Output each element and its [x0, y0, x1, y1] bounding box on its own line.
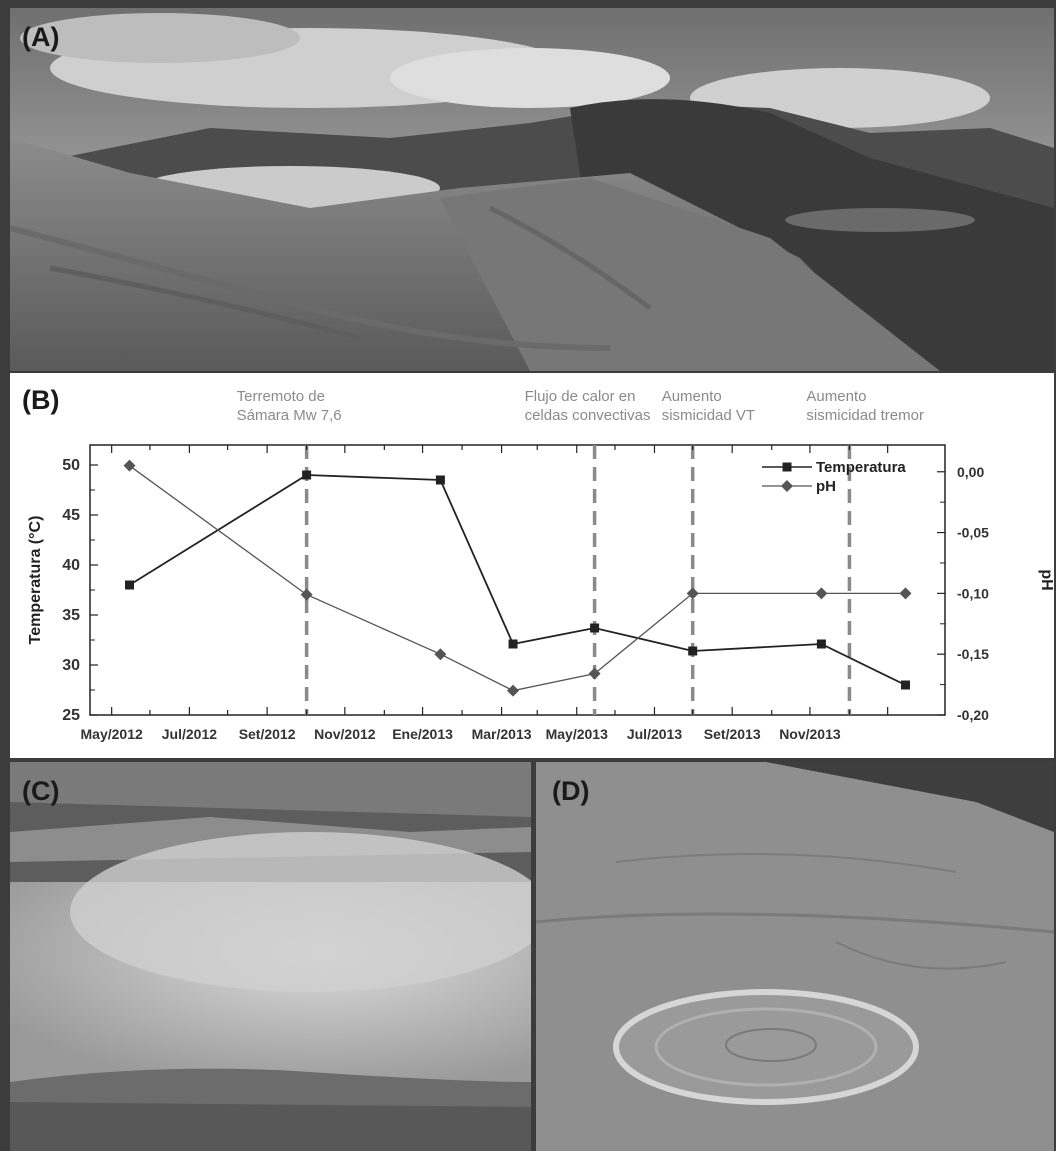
temperature-point [125, 580, 135, 590]
panel-a-label: (A) [22, 22, 60, 52]
temperature-point [302, 470, 312, 480]
legend-ph-label: pH [816, 478, 836, 495]
legend-temperature-marker [782, 462, 792, 472]
lake-surface-photo [536, 762, 1054, 1151]
x-tick-label: Nov/2012 [314, 726, 376, 742]
chart-panel: (B) Terremoto de Sámara Mw 7,6 Flujo de ca… [10, 373, 1054, 758]
event-label-line1: Aumento [662, 388, 722, 405]
y-tick-label-left: 25 [62, 707, 80, 724]
y-tick-label-left: 50 [62, 457, 80, 474]
plot-frame [89, 444, 946, 716]
time-series-chart: Terremoto de Sámara Mw 7,6 Flujo de calor … [27, 388, 1054, 742]
temperature-point [688, 646, 698, 656]
ph-point [588, 667, 601, 680]
ph-point [899, 587, 912, 600]
legend-ph-marker [781, 480, 793, 492]
event-label-line1: Aumento [806, 388, 866, 405]
ph-point [300, 588, 313, 601]
event-label-line2: Sámara Mw 7,6 [237, 407, 342, 424]
y-axis-title-left: Temperatura (°C) [27, 516, 44, 645]
y-tick-label-right: -0,05 [957, 525, 989, 541]
ph-point [686, 587, 699, 600]
event-label-line1: Flujo de calor en [525, 388, 636, 405]
temperature-point [900, 680, 910, 690]
event-label-line1: Terremoto de [237, 388, 325, 405]
ph-point [434, 648, 447, 661]
crater-landscape-photo [10, 8, 1054, 371]
x-tick-label: Set/2012 [239, 726, 296, 742]
y-tick-label-left: 45 [62, 507, 80, 524]
temperature-point [816, 639, 826, 649]
x-tick-label: May/2012 [81, 726, 143, 742]
x-tick-label: May/2013 [546, 726, 608, 742]
y-tick-label-left: 35 [62, 607, 80, 624]
y-tick-label-right: -0,15 [957, 646, 989, 662]
panel-b-label: (B) [22, 385, 60, 415]
event-label-line2: sismicidad VT [662, 407, 755, 424]
x-tick-label: Mar/2013 [472, 726, 532, 742]
temperature-point [508, 639, 518, 649]
y-tick-label-right: 0,00 [957, 464, 984, 480]
y-tick-label-right: -0,10 [957, 585, 989, 601]
temperature-line [129, 474, 906, 686]
temperature-point [435, 475, 445, 485]
temperature-point [590, 623, 600, 633]
y-axis-title-right: pH [1038, 569, 1054, 590]
x-tick-label: Ene/2013 [392, 726, 453, 742]
y-tick-label-left: 30 [62, 657, 80, 674]
ph-line [129, 465, 906, 692]
panel-c-label: (C) [22, 776, 60, 806]
x-tick-label: Nov/2013 [779, 726, 841, 742]
y-tick-label-right: -0,20 [957, 707, 989, 723]
x-tick-label: Set/2013 [704, 726, 761, 742]
ph-point [123, 459, 136, 472]
ph-point [815, 587, 828, 600]
event-label-line2: celdas convectivas [525, 407, 651, 424]
event-label-line2: sismicidad tremor [806, 407, 924, 424]
legend-temperature-label: Temperatura [816, 459, 906, 476]
x-tick-label: Jul/2013 [627, 726, 682, 742]
panel-d-label: (D) [552, 776, 590, 806]
x-tick-label: Jul/2012 [162, 726, 217, 742]
ph-point [507, 684, 520, 697]
steaming-lake-photo [10, 762, 531, 1151]
y-tick-label-left: 40 [62, 557, 80, 574]
